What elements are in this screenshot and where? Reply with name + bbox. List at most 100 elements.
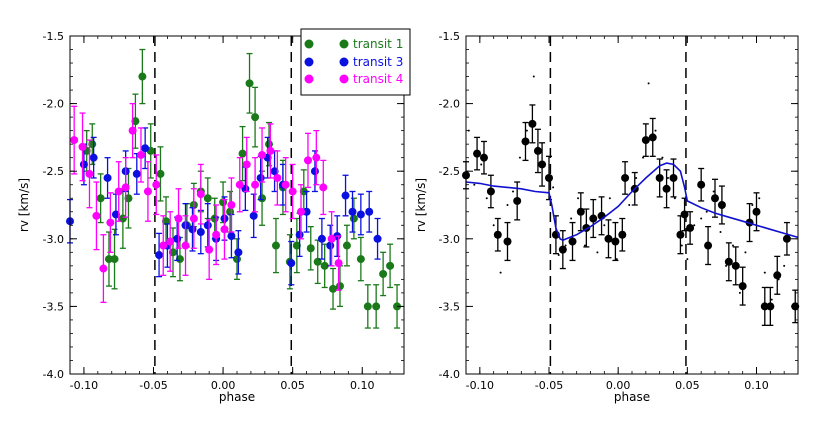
- data-point: [143, 187, 152, 196]
- data-point: [621, 173, 630, 182]
- data-point: [618, 230, 627, 239]
- data-point: [604, 234, 613, 243]
- data-point: [141, 144, 150, 153]
- data-point: [181, 241, 190, 250]
- data-point: [281, 180, 290, 189]
- individual-point: [783, 264, 786, 267]
- data-point: [669, 173, 678, 182]
- data-point: [297, 207, 306, 216]
- data-point: [287, 259, 296, 268]
- legend-label: transit 4: [353, 72, 403, 86]
- legend-marker: [339, 39, 349, 49]
- series-individual-points: [467, 75, 786, 301]
- individual-point: [499, 271, 502, 274]
- x-tick-label: -0.05: [139, 379, 167, 392]
- data-point: [174, 214, 183, 223]
- y-axis-label: rv [km/s]: [414, 178, 428, 232]
- data-point: [159, 241, 168, 250]
- individual-point: [642, 156, 645, 159]
- data-point: [136, 150, 145, 159]
- individual-point: [777, 278, 780, 281]
- data-point: [558, 245, 567, 254]
- data-point: [121, 183, 130, 192]
- data-point: [365, 207, 374, 216]
- data-point: [78, 142, 87, 151]
- data-point: [711, 194, 719, 203]
- data-point: [697, 180, 706, 189]
- data-point: [89, 153, 98, 162]
- y-tick-label: -2.5: [43, 165, 64, 178]
- individual-point: [577, 197, 580, 200]
- data-point: [227, 232, 236, 241]
- data-point: [203, 221, 212, 230]
- data-point: [96, 194, 105, 203]
- data-point: [168, 248, 177, 257]
- data-point: [363, 302, 372, 311]
- data-point: [373, 234, 382, 243]
- data-point: [251, 113, 260, 122]
- individual-point: [583, 244, 586, 247]
- data-point: [238, 149, 247, 158]
- individual-point: [666, 176, 669, 179]
- data-point: [513, 196, 522, 205]
- y-axis-label: rv [km/s]: [17, 178, 31, 232]
- data-point: [676, 230, 685, 239]
- data-point: [576, 207, 585, 216]
- x-tick-label: 0.10: [744, 379, 769, 392]
- data-point: [162, 217, 171, 226]
- individual-point: [539, 163, 542, 166]
- data-point: [256, 173, 265, 182]
- y-tick-label: -3.5: [43, 300, 64, 313]
- x-axis-label: phase: [219, 390, 255, 404]
- individual-point: [589, 217, 592, 220]
- data-point: [473, 149, 482, 158]
- data-point: [295, 230, 304, 239]
- data-point: [128, 126, 137, 135]
- data-point: [288, 187, 297, 196]
- data-point: [271, 241, 280, 250]
- data-point: [104, 255, 113, 264]
- data-point: [319, 183, 328, 192]
- data-point: [528, 119, 537, 128]
- data-point: [173, 234, 182, 243]
- data-point: [760, 302, 769, 311]
- y-tick-label: -2.0: [439, 98, 460, 111]
- individual-point: [596, 251, 599, 254]
- individual-point: [603, 224, 606, 227]
- y-tick-label: -1.5: [43, 30, 64, 43]
- right-panel: -0.10 -0.05 0.00 0.05 0.10 -1.5 -2.0 -2.5 -3.0 -3…: [414, 30, 800, 404]
- data-point: [212, 230, 221, 239]
- data-point: [479, 153, 488, 162]
- individual-point: [654, 129, 657, 132]
- data-point: [235, 180, 244, 189]
- data-point: [486, 187, 495, 196]
- legend-marker: [304, 74, 314, 84]
- individual-point: [731, 244, 734, 247]
- data-point: [662, 184, 671, 193]
- individual-point: [673, 197, 676, 200]
- individual-point: [552, 186, 555, 189]
- data-point: [312, 153, 321, 162]
- data-point: [152, 180, 161, 189]
- data-point: [320, 261, 329, 270]
- y-tick-label: -2.5: [439, 165, 460, 178]
- data-point: [233, 255, 241, 264]
- data-point: [717, 201, 726, 209]
- data-point: [686, 223, 695, 232]
- individual-point: [661, 156, 664, 159]
- data-point: [648, 133, 657, 142]
- y-tick-label: -3.0: [439, 233, 460, 246]
- individual-point: [492, 224, 495, 227]
- legend-marker: [339, 74, 349, 84]
- data-point: [302, 207, 311, 216]
- data-point: [227, 201, 236, 209]
- data-point: [568, 237, 577, 246]
- data-point: [110, 255, 119, 264]
- data-point: [521, 137, 530, 146]
- legend-entry-transit-1: transit 1: [304, 37, 403, 51]
- individual-point: [628, 204, 631, 206]
- individual-point: [751, 204, 754, 206]
- data-point: [114, 187, 123, 196]
- data-point: [372, 302, 381, 311]
- transit-boundary-lines: [154, 36, 293, 374]
